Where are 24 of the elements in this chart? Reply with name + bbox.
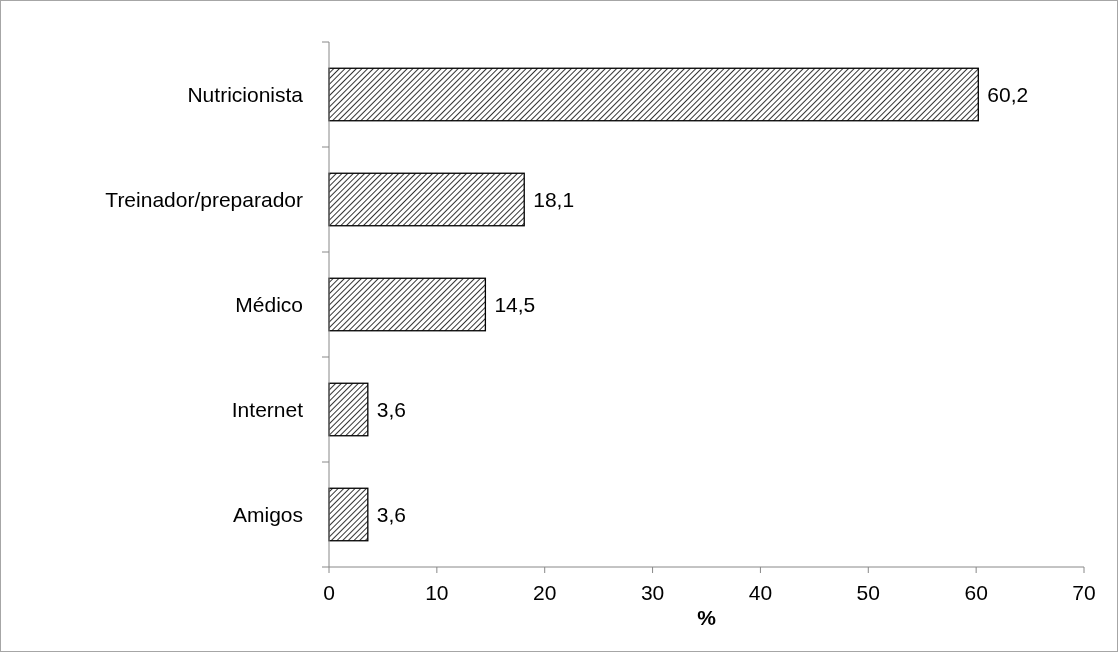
x-tick-label: 70 <box>1072 581 1096 604</box>
y-tick-label: Internet <box>231 397 304 421</box>
data-label: 3,6 <box>376 502 407 526</box>
x-tick-label: 10 <box>425 581 449 604</box>
data-label: 18,1 <box>533 187 575 211</box>
data-label: 60,2 <box>987 82 1029 106</box>
bar <box>328 172 525 227</box>
x-tick-label: 30 <box>640 581 665 604</box>
data-label: 14,5 <box>494 292 536 316</box>
x-tick-label: 50 <box>856 581 880 604</box>
y-tick-label: Treinador/preparador <box>105 187 303 211</box>
x-tick-label: 40 <box>748 581 773 604</box>
x-tick-label: 0 <box>323 581 335 604</box>
bar <box>328 277 487 332</box>
x-axis-title: % <box>697 606 717 629</box>
data-label: 3,6 <box>376 397 407 421</box>
x-tick-label: 20 <box>533 581 557 604</box>
y-tick-label: Nutricionista <box>187 82 304 106</box>
bar <box>328 382 369 437</box>
y-tick-label: Amigos <box>232 502 303 526</box>
y-tick-label: Médico <box>235 292 303 316</box>
bar <box>328 487 369 542</box>
bar <box>328 67 979 122</box>
x-tick-label: 60 <box>964 581 988 604</box>
